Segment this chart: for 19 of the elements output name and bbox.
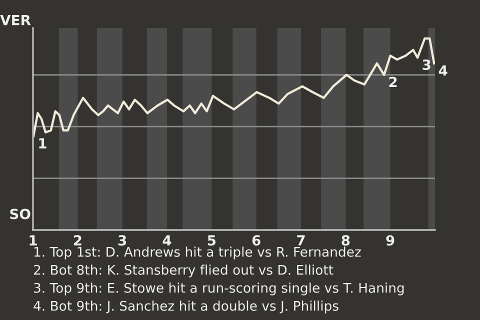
x-tick-label: 8 bbox=[342, 235, 350, 246]
text: 2. Bot 8th: K. Stansberry flied out vs D. Elliott bbox=[34, 264, 334, 278]
annotation: 2 bbox=[389, 76, 397, 88]
x-tick-label: 4 bbox=[162, 235, 172, 246]
x-tick-label: 3 bbox=[118, 235, 126, 246]
text: 3. Top 9th: E. Stowe hit a run-scoring single vs T. Haning bbox=[34, 282, 404, 296]
text: VER bbox=[0, 14, 31, 26]
x-tick-label: 5 bbox=[208, 235, 216, 246]
text: 1. Top 1st: D. Andrews hit a triple vs R. Fernandez bbox=[34, 246, 361, 260]
x-tick-label: 7 bbox=[297, 235, 305, 246]
x-tick-label: 2 bbox=[74, 235, 82, 246]
text: 4. Bot 9th: J. Sanchez hit a double vs J. Phillips bbox=[34, 300, 338, 314]
x-tick-label: 6 bbox=[252, 235, 260, 246]
annotation: 3 bbox=[422, 59, 430, 70]
x-tick-label: 9 bbox=[386, 235, 394, 246]
text: SO bbox=[10, 208, 30, 220]
x-tick-label: 1 bbox=[30, 235, 37, 246]
annotation: 1 bbox=[39, 138, 46, 148]
annotation: 4 bbox=[438, 65, 448, 76]
